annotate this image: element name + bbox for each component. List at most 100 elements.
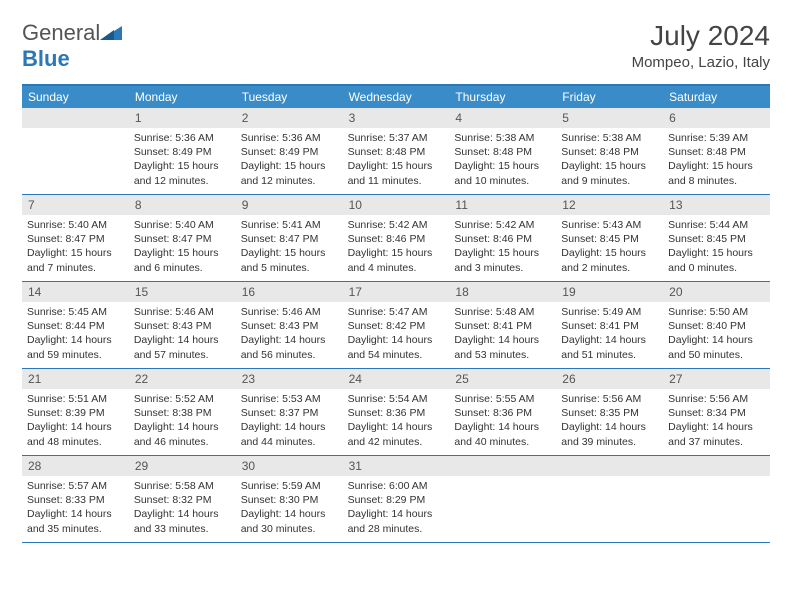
day-cell: 17Sunrise: 5:47 AMSunset: 8:42 PMDayligh… [343,282,450,368]
day-content [663,476,770,536]
sunrise-text: Sunrise: 5:36 AM [134,131,231,145]
day-content: Sunrise: 6:00 AMSunset: 8:29 PMDaylight:… [343,476,450,539]
day-cell: 23Sunrise: 5:53 AMSunset: 8:37 PMDayligh… [236,369,343,455]
sunrise-text: Sunrise: 5:42 AM [454,218,551,232]
day-cell [449,456,556,542]
sunset-text: Sunset: 8:37 PM [241,406,338,420]
month-title: July 2024 [632,20,770,52]
daylight-text: Daylight: 15 hours and 8 minutes. [668,159,765,187]
day-number: 13 [663,195,770,215]
day-content: Sunrise: 5:59 AMSunset: 8:30 PMDaylight:… [236,476,343,539]
daylight-text: Daylight: 14 hours and 30 minutes. [241,507,338,535]
sunrise-text: Sunrise: 5:38 AM [454,131,551,145]
sunrise-text: Sunrise: 5:40 AM [134,218,231,232]
day-cell: 28Sunrise: 5:57 AMSunset: 8:33 PMDayligh… [22,456,129,542]
day-cell: 10Sunrise: 5:42 AMSunset: 8:46 PMDayligh… [343,195,450,281]
week-row: 14 Sunrise: 5:45 AMSunset: 8:44 PM Dayligh… [22,282,770,369]
day-cell: 15Sunrise: 5:46 AMSunset: 8:43 PMDayligh… [129,282,236,368]
weekday-header: Saturday [663,86,770,108]
weekday-header: Tuesday [236,86,343,108]
sunset-text: Sunset: 8:49 PM [134,145,231,159]
sunrise-text: Sunrise: 5:46 AM [241,305,338,319]
weekday-header: Friday [556,86,663,108]
day-content: Sunrise: 5:52 AMSunset: 8:38 PMDaylight:… [129,389,236,452]
day-number [22,108,129,128]
day-cell: 18Sunrise: 5:48 AMSunset: 8:41 PMDayligh… [449,282,556,368]
day-number: 24 [343,369,450,389]
day-cell: 3Sunrise: 5:37 AMSunset: 8:48 PMDaylight… [343,108,450,194]
daylight-text: Daylight: 14 hours and 46 minutes. [134,420,231,448]
sunrise-text: Sunrise: 5:59 AM [241,479,338,493]
sunrise-text: Sunrise: 5:57 AM [27,479,124,493]
sunset-text: Sunset: 8:49 PM [241,145,338,159]
day-content: Sunrise: 5:50 AMSunset: 8:40 PMDaylight:… [663,302,770,365]
day-number: 22 [129,369,236,389]
day-content: Sunrise: 5:51 AMSunset: 8:39 PMDaylight:… [22,389,129,452]
day-cell: 24Sunrise: 5:54 AMSunset: 8:36 PMDayligh… [343,369,450,455]
logo: GeneralBlue [22,20,122,72]
day-number: 28 [22,456,129,476]
day-number: 30 [236,456,343,476]
sunset-text: Sunset: 8:38 PM [134,406,231,420]
day-number: 17 [343,282,450,302]
sunrise-text: Sunrise: 5:42 AM [348,218,445,232]
sunset-text: Sunset: 8:44 PM [27,319,124,333]
daylight-text: Daylight: 15 hours and 10 minutes. [454,159,551,187]
day-content: Sunrise: 5:56 AMSunset: 8:34 PMDaylight:… [663,389,770,452]
day-cell: 6Sunrise: 5:39 AMSunset: 8:48 PMDaylight… [663,108,770,194]
sunset-text: Sunset: 8:32 PM [134,493,231,507]
sunset-text: Sunset: 8:48 PM [561,145,658,159]
day-number: 8 [129,195,236,215]
sunrise-text: Sunrise: 5:50 AM [668,305,765,319]
day-cell: 4Sunrise: 5:38 AMSunset: 8:48 PMDaylight… [449,108,556,194]
logo-text: GeneralBlue [22,20,122,72]
daylight-text: Daylight: 14 hours and 28 minutes. [348,507,445,535]
day-content: Sunrise: 5:40 AMSunset: 8:47 PMDaylight:… [129,215,236,278]
daylight-text: Daylight: 15 hours and 12 minutes. [241,159,338,187]
day-cell: 30Sunrise: 5:59 AMSunset: 8:30 PMDayligh… [236,456,343,542]
sunrise-text: Sunrise: 5:45 AM [27,305,124,319]
daylight-text: Daylight: 14 hours and 37 minutes. [668,420,765,448]
sunset-text: Sunset: 8:29 PM [348,493,445,507]
day-cell: 13Sunrise: 5:44 AMSunset: 8:45 PMDayligh… [663,195,770,281]
sunset-text: Sunset: 8:33 PM [27,493,124,507]
day-cell [663,456,770,542]
calendar-page: GeneralBlue July 2024 Mompeo, Lazio, Ita… [0,0,792,563]
day-cell: 21Sunrise: 5:51 AMSunset: 8:39 PMDayligh… [22,369,129,455]
day-number [663,456,770,476]
day-cell: 5Sunrise: 5:38 AMSunset: 8:48 PMDaylight… [556,108,663,194]
sunrise-text: Sunrise: 6:00 AM [348,479,445,493]
day-number: 7 [22,195,129,215]
calendar: Sunday Monday Tuesday Wednesday Thursday… [22,84,770,543]
day-number: 14 [22,282,129,302]
sunrise-text: Sunrise: 5:56 AM [668,392,765,406]
sunrise-text: Sunrise: 5:58 AM [134,479,231,493]
day-content: Sunrise: 5:58 AMSunset: 8:32 PMDaylight:… [129,476,236,539]
day-cell: 31Sunrise: 6:00 AMSunset: 8:29 PMDayligh… [343,456,450,542]
daylight-text: Daylight: 14 hours and 51 minutes. [561,333,658,361]
day-number: 19 [556,282,663,302]
sunset-text: Sunset: 8:47 PM [134,232,231,246]
header: GeneralBlue July 2024 Mompeo, Lazio, Ita… [22,20,770,72]
day-content: Sunrise: 5:55 AMSunset: 8:36 PMDaylight:… [449,389,556,452]
day-cell: 8Sunrise: 5:40 AMSunset: 8:47 PMDaylight… [129,195,236,281]
day-content [556,476,663,536]
location: Mompeo, Lazio, Italy [632,54,770,71]
sunrise-text: Sunrise: 5:51 AM [27,392,124,406]
sunrise-text: Sunrise: 5:38 AM [561,131,658,145]
sunset-text: Sunset: 8:41 PM [454,319,551,333]
day-number: 4 [449,108,556,128]
day-content: Sunrise: 5:56 AMSunset: 8:35 PMDaylight:… [556,389,663,452]
day-cell: 27Sunrise: 5:56 AMSunset: 8:34 PMDayligh… [663,369,770,455]
day-number: 10 [343,195,450,215]
sunset-text: Sunset: 8:48 PM [348,145,445,159]
sunrise-text: Sunrise: 5:39 AM [668,131,765,145]
day-content: Sunrise: 5:42 AMSunset: 8:46 PMDaylight:… [343,215,450,278]
sunrise-text: Sunrise: 5:54 AM [348,392,445,406]
daylight-text: Daylight: 15 hours and 4 minutes. [348,246,445,274]
daylight-text: Daylight: 14 hours and 40 minutes. [454,420,551,448]
daylight-text: Daylight: 14 hours and 39 minutes. [561,420,658,448]
week-row: 21Sunrise: 5:51 AMSunset: 8:39 PMDayligh… [22,369,770,456]
daylight-text: Daylight: 14 hours and 50 minutes. [668,333,765,361]
day-cell: 26Sunrise: 5:56 AMSunset: 8:35 PMDayligh… [556,369,663,455]
